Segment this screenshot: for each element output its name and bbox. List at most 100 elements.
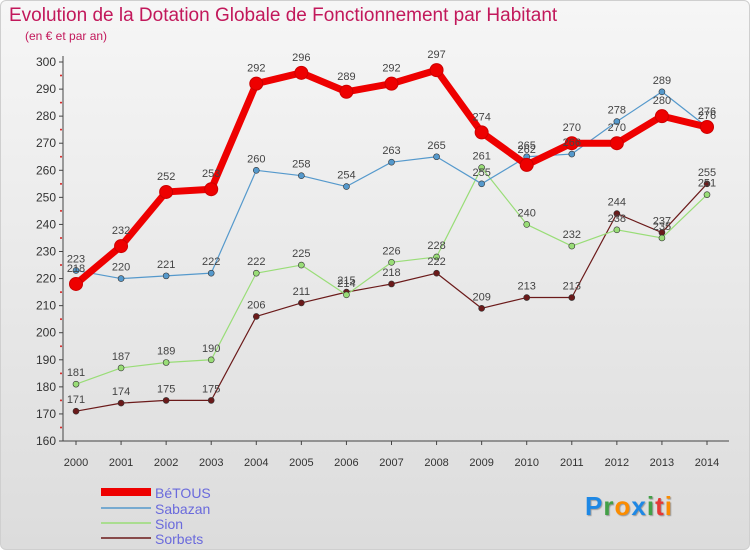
y-minor-tick bbox=[60, 372, 62, 375]
data-label-btous: 276 bbox=[698, 106, 716, 118]
data-point-sorbets bbox=[117, 399, 125, 407]
y-tick-label: 300 bbox=[36, 55, 56, 69]
data-label-sorbets: 213 bbox=[518, 281, 536, 293]
data-point-sabazan bbox=[658, 88, 666, 96]
logo-letter: i bbox=[646, 491, 656, 521]
proxiti-logo[interactable]: Proxiti bbox=[585, 491, 673, 522]
data-point-sion bbox=[207, 356, 215, 364]
data-label-sabazan: 254 bbox=[337, 170, 355, 182]
y-tick-label: 250 bbox=[36, 190, 56, 204]
data-label-sion: 251 bbox=[698, 178, 716, 190]
chart-title: Evolution de la Dotation Globale de Fonc… bbox=[9, 5, 558, 26]
y-tick-label: 240 bbox=[36, 217, 56, 231]
y-tick-label: 260 bbox=[36, 163, 56, 177]
x-tick-label: 2010 bbox=[514, 457, 538, 469]
data-label-sion: 228 bbox=[427, 240, 445, 252]
data-label-sabazan: 223 bbox=[67, 253, 85, 265]
data-label-sabazan: 255 bbox=[472, 167, 490, 179]
data-point-sion bbox=[252, 269, 260, 277]
y-minor-tick bbox=[60, 399, 62, 402]
data-point-btous bbox=[159, 184, 174, 199]
data-label-sabazan: 222 bbox=[202, 256, 220, 268]
y-tick-label: 290 bbox=[36, 82, 56, 96]
data-point-sabazan bbox=[388, 158, 395, 166]
y-minor-tick bbox=[60, 236, 62, 239]
legend-label-sion: Sion bbox=[155, 516, 184, 532]
x-tick-label: 2000 bbox=[64, 457, 88, 469]
legend-label-sabazan: Sabazan bbox=[155, 501, 211, 517]
data-label-sion: 235 bbox=[653, 221, 671, 233]
data-label-btous: 297 bbox=[427, 49, 445, 61]
data-label-sion: 190 bbox=[202, 343, 220, 355]
data-label-sion: 240 bbox=[518, 207, 536, 219]
data-label-sorbets: 175 bbox=[202, 383, 220, 395]
data-label-sabazan: 265 bbox=[427, 140, 445, 152]
data-point-btous bbox=[474, 125, 489, 140]
data-label-btous: 218 bbox=[67, 263, 85, 275]
data-point-sabazan bbox=[162, 272, 170, 280]
data-point-sorbets bbox=[388, 280, 395, 288]
data-label-btous: 296 bbox=[292, 52, 310, 64]
y-minor-tick bbox=[60, 318, 62, 321]
data-point-sion bbox=[613, 226, 621, 234]
data-point-btous bbox=[294, 65, 309, 80]
data-label-btous: 292 bbox=[382, 63, 400, 75]
data-point-sion bbox=[298, 261, 305, 269]
y-minor-tick bbox=[60, 74, 62, 77]
data-label-btous: 280 bbox=[653, 95, 671, 107]
data-label-btous: 274 bbox=[472, 111, 490, 123]
data-label-sorbets: 211 bbox=[293, 286, 311, 298]
data-point-btous bbox=[519, 157, 534, 172]
x-tick-label: 2008 bbox=[424, 457, 448, 469]
y-tick-label: 220 bbox=[36, 272, 56, 286]
data-point-btous bbox=[249, 76, 264, 91]
data-label-btous: 292 bbox=[247, 63, 265, 75]
data-point-sion bbox=[72, 380, 80, 388]
data-point-btous bbox=[609, 136, 624, 151]
x-tick-label: 2003 bbox=[199, 457, 223, 469]
data-point-sorbets bbox=[478, 305, 485, 312]
x-tick-label: 2001 bbox=[109, 457, 133, 469]
data-label-sabazan: 278 bbox=[608, 105, 626, 117]
y-tick-label: 180 bbox=[36, 380, 56, 394]
y-minor-tick bbox=[60, 101, 62, 104]
data-point-sion bbox=[478, 164, 485, 171]
x-tick-label: 2013 bbox=[650, 457, 674, 469]
data-label-sion: 222 bbox=[247, 256, 265, 268]
data-label-sion: 232 bbox=[563, 229, 581, 241]
data-point-btous bbox=[700, 119, 714, 134]
logo-letter: t bbox=[655, 491, 665, 521]
x-tick-label: 2005 bbox=[289, 457, 313, 469]
data-label-sabazan: 263 bbox=[382, 145, 400, 157]
data-label-sorbets: 237 bbox=[653, 216, 671, 228]
data-label-sorbets: 255 bbox=[698, 167, 716, 179]
data-label-sorbets: 215 bbox=[337, 275, 355, 287]
data-point-btous bbox=[429, 63, 444, 78]
y-minor-tick bbox=[60, 426, 62, 429]
data-point-btous bbox=[564, 136, 579, 151]
data-point-sorbets bbox=[298, 299, 305, 307]
data-label-sion: 225 bbox=[292, 248, 310, 260]
x-tick-label: 2011 bbox=[560, 457, 584, 469]
data-label-sion: 214 bbox=[337, 278, 355, 290]
x-tick-label: 2002 bbox=[154, 457, 178, 469]
data-point-sabazan bbox=[433, 153, 440, 161]
data-label-btous: 270 bbox=[563, 122, 581, 134]
data-point-sorbets bbox=[613, 210, 621, 217]
data-point-sorbets bbox=[72, 407, 80, 415]
logo-letter: x bbox=[631, 491, 647, 521]
data-point-sabazan bbox=[478, 180, 485, 188]
y-tick-label: 200 bbox=[36, 326, 56, 340]
data-point-btous bbox=[384, 76, 399, 91]
data-point-sorbets bbox=[207, 397, 215, 404]
data-point-sion bbox=[568, 242, 576, 250]
data-point-btous bbox=[339, 84, 354, 99]
data-label-sion: 181 bbox=[67, 367, 85, 379]
data-label-sorbets: 175 bbox=[157, 383, 175, 395]
data-point-sorbets bbox=[568, 294, 576, 301]
legend-label-sorbets: Sorbets bbox=[155, 531, 204, 547]
y-minor-tick bbox=[60, 264, 62, 267]
data-label-sorbets: 171 bbox=[67, 394, 85, 406]
data-point-sion bbox=[658, 234, 666, 242]
